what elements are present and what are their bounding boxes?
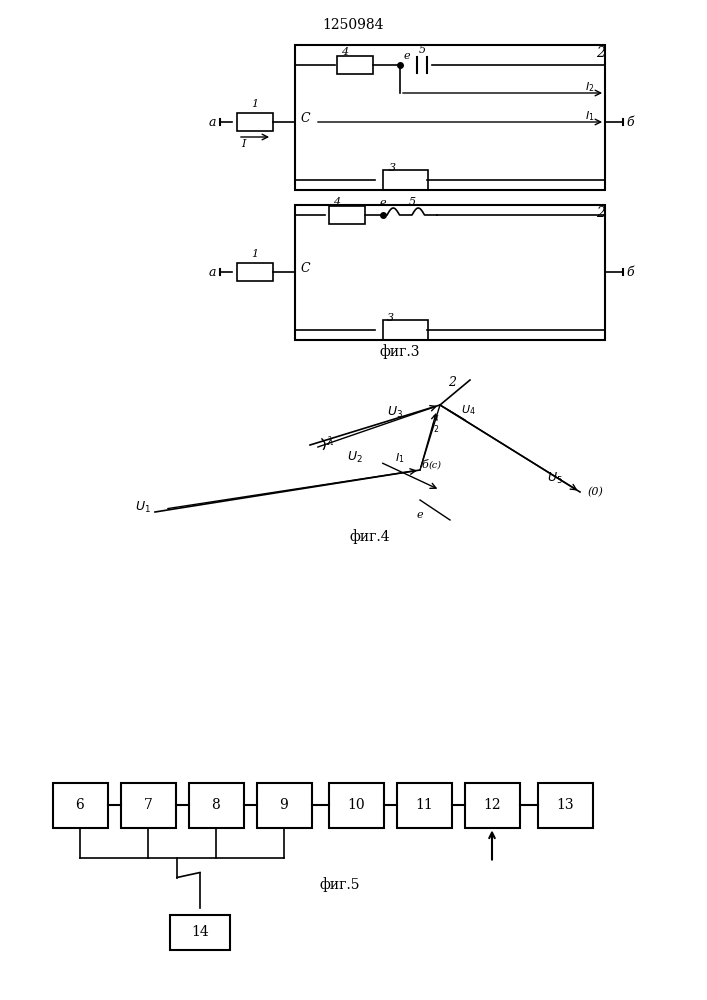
Text: 1250984: 1250984 xyxy=(322,18,384,32)
Bar xyxy=(464,782,520,828)
Text: 3: 3 xyxy=(387,313,394,323)
Text: 6: 6 xyxy=(76,798,84,812)
Text: б: б xyxy=(626,115,633,128)
Text: v: v xyxy=(432,412,438,422)
Text: a: a xyxy=(209,115,216,128)
Text: фиг.3: фиг.3 xyxy=(380,345,420,359)
Bar xyxy=(397,782,452,828)
Bar xyxy=(295,45,605,190)
Bar xyxy=(295,205,605,340)
Text: e: e xyxy=(416,510,423,520)
Bar xyxy=(382,320,428,340)
Text: $U_2$: $U_2$ xyxy=(347,449,363,465)
Text: $U_4$: $U_4$ xyxy=(461,403,475,417)
Text: (0): (0) xyxy=(587,487,603,497)
Text: e: e xyxy=(380,198,386,208)
Text: 1: 1 xyxy=(252,249,259,259)
Text: 2: 2 xyxy=(448,376,456,389)
Text: λ: λ xyxy=(327,437,334,447)
Bar xyxy=(237,263,273,281)
Text: $U_1$: $U_1$ xyxy=(135,499,151,515)
Bar xyxy=(170,915,230,950)
Text: 4: 4 xyxy=(334,197,341,207)
Text: фиг.5: фиг.5 xyxy=(320,878,361,892)
Text: C: C xyxy=(300,261,310,274)
Text: 7: 7 xyxy=(144,798,153,812)
Text: 1: 1 xyxy=(252,99,259,109)
Text: 5: 5 xyxy=(419,45,426,55)
Text: 9: 9 xyxy=(280,798,288,812)
Bar xyxy=(257,782,312,828)
Text: 11: 11 xyxy=(415,798,433,812)
Text: C: C xyxy=(300,111,310,124)
Text: 12: 12 xyxy=(483,798,501,812)
Bar xyxy=(120,782,175,828)
Bar xyxy=(329,782,383,828)
Text: б: б xyxy=(421,460,428,470)
Bar xyxy=(337,56,373,74)
Text: e: e xyxy=(404,51,410,61)
Bar xyxy=(52,782,107,828)
Text: 8: 8 xyxy=(211,798,221,812)
Text: 13: 13 xyxy=(556,798,574,812)
Text: 14: 14 xyxy=(191,926,209,940)
Text: 10: 10 xyxy=(347,798,365,812)
Text: 4: 4 xyxy=(341,47,349,57)
Text: фиг.4: фиг.4 xyxy=(350,530,390,544)
Text: $U_5$: $U_5$ xyxy=(547,470,563,486)
Text: $U_3$: $U_3$ xyxy=(387,404,403,420)
Bar xyxy=(382,170,428,190)
Text: (c): (c) xyxy=(428,460,441,470)
Text: 5: 5 xyxy=(409,197,416,207)
Text: б: б xyxy=(626,265,633,278)
Text: a: a xyxy=(209,265,216,278)
Text: $I_2$: $I_2$ xyxy=(431,421,440,435)
Bar xyxy=(237,113,273,131)
Bar xyxy=(329,206,365,224)
Text: 2: 2 xyxy=(595,46,604,60)
Text: $I_1$: $I_1$ xyxy=(585,109,595,123)
Text: $I_1$: $I_1$ xyxy=(395,451,405,465)
Text: $I_2$: $I_2$ xyxy=(585,80,595,94)
Bar xyxy=(189,782,243,828)
Bar xyxy=(537,782,592,828)
Text: 2: 2 xyxy=(595,206,604,220)
Text: I: I xyxy=(241,139,245,149)
Text: 3: 3 xyxy=(388,163,395,173)
